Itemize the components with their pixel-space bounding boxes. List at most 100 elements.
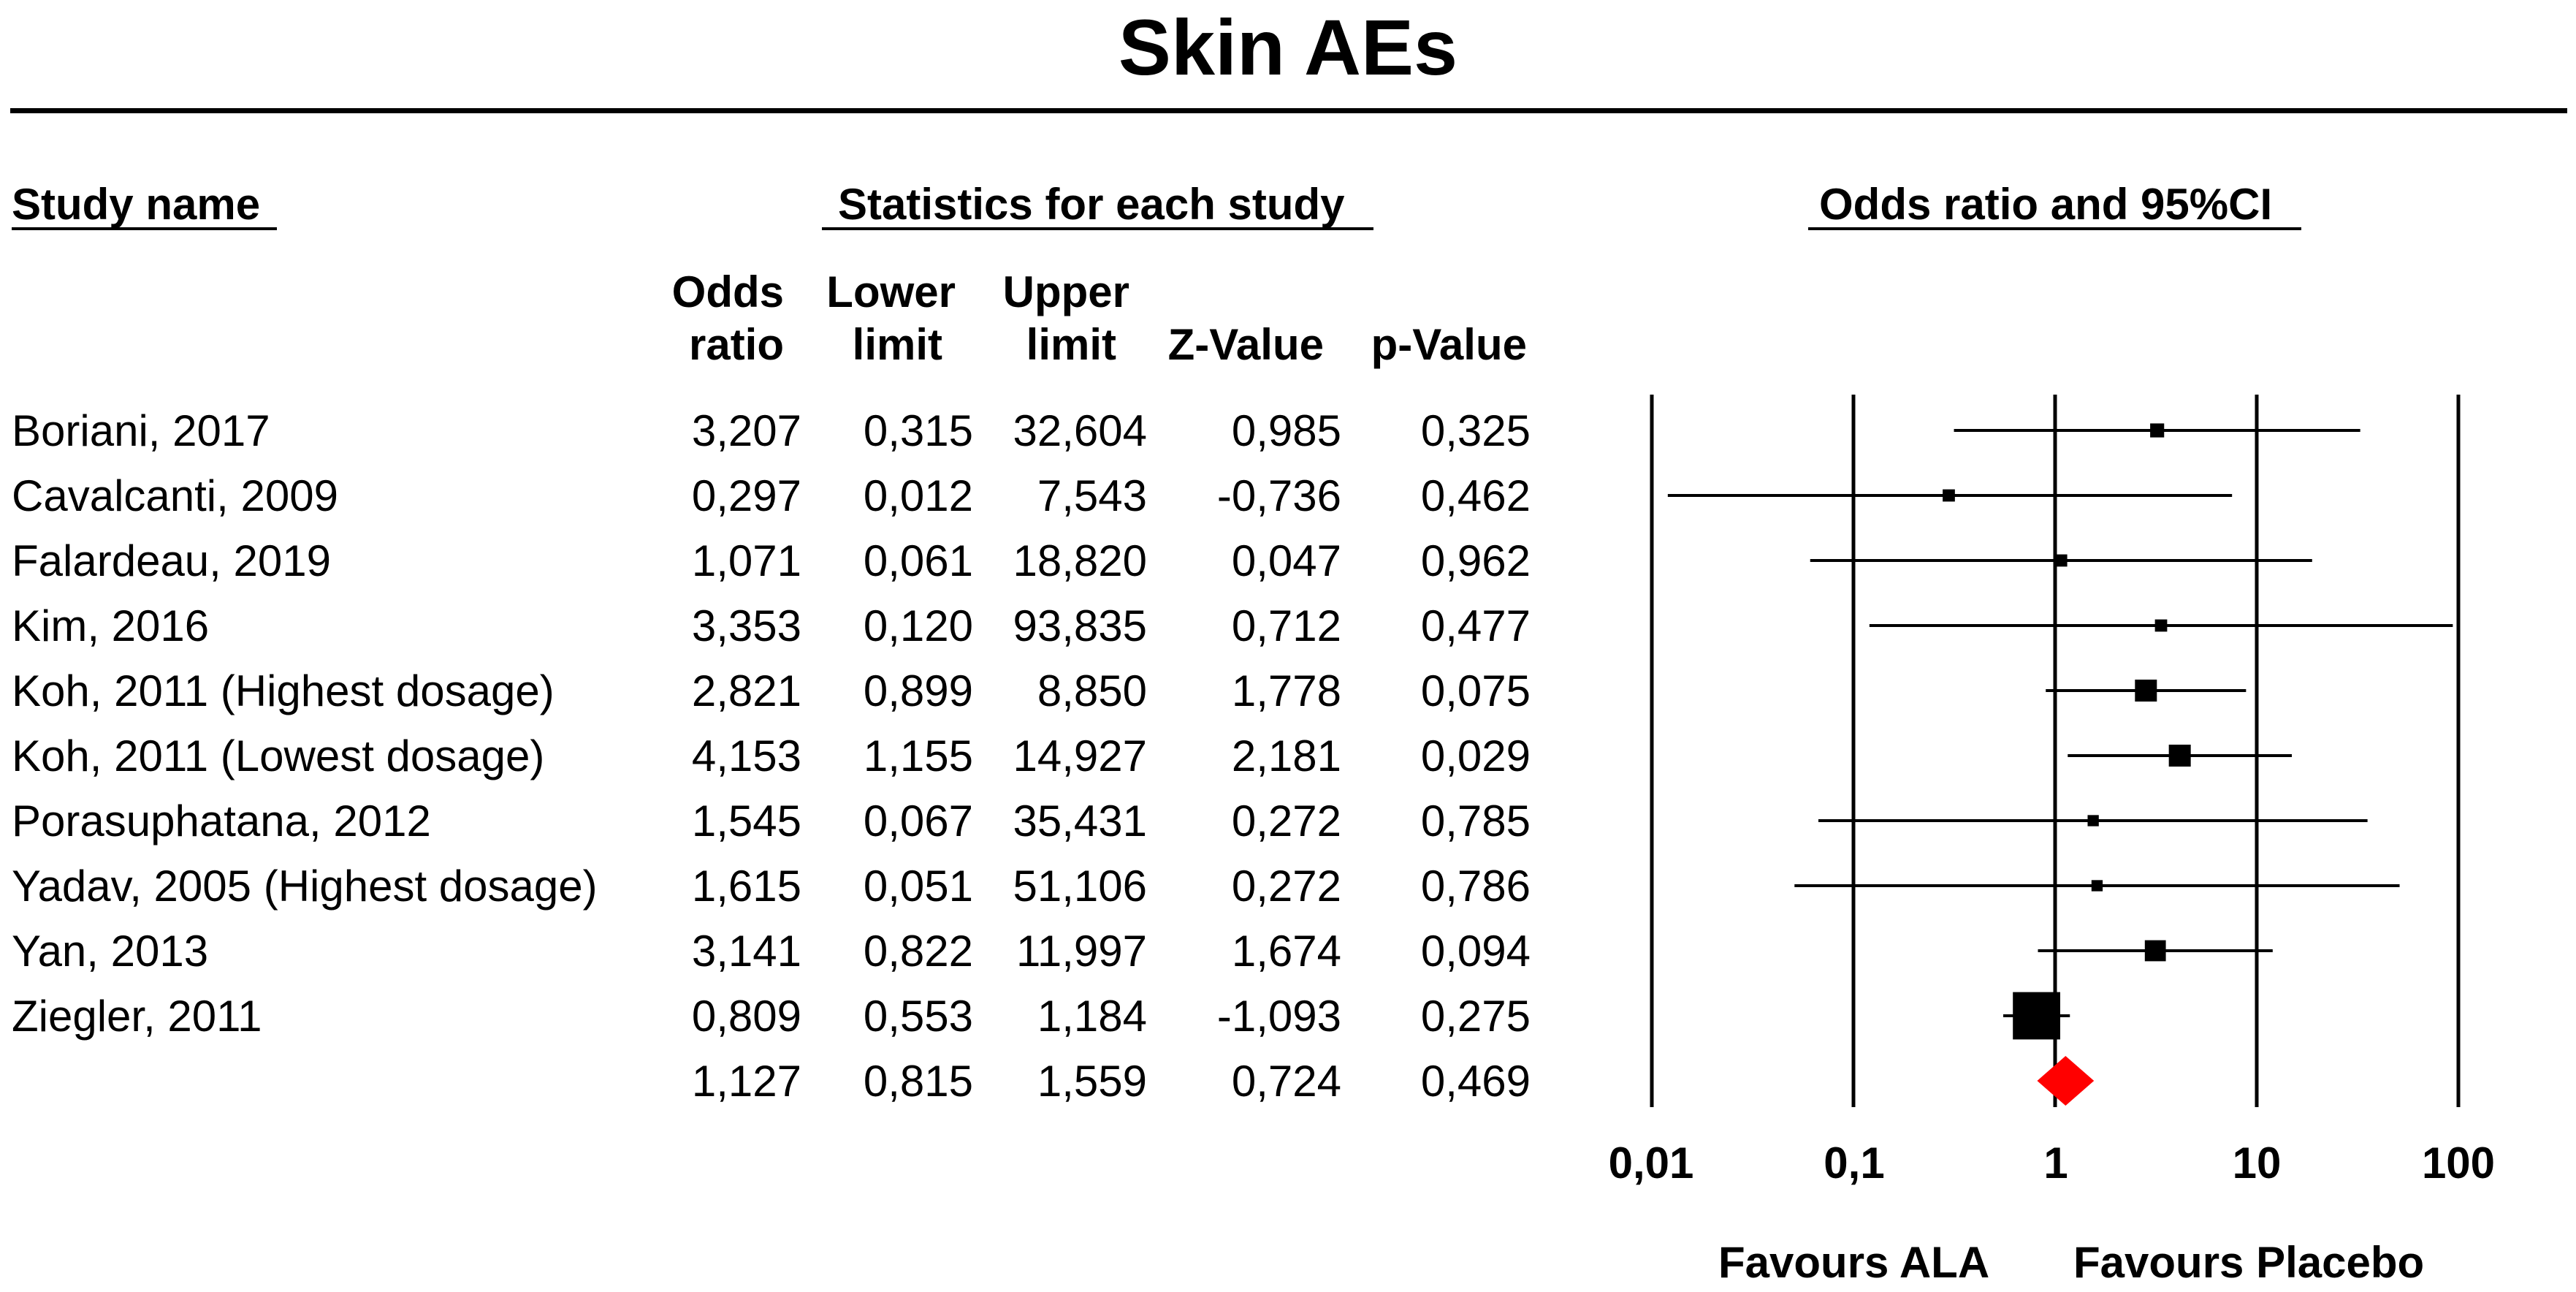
col-ul-line2: limit <box>1026 320 1116 369</box>
z-value: 2,181 <box>1231 732 1341 780</box>
point-estimate <box>2135 680 2157 702</box>
study-name: Yan, 2013 <box>12 927 209 976</box>
lower-limit: 0,899 <box>863 666 973 715</box>
summary-diamond <box>2037 1056 2095 1106</box>
summary-row: 1,127 0,815 1,559 0,724 0,469 <box>0 1049 1607 1114</box>
z-value: 0,724 <box>1231 1057 1341 1106</box>
table-row: Ziegler, 2011 0,809 0,553 1,184 -1,093 0… <box>0 984 1607 1049</box>
p-value: 0,325 <box>1420 406 1531 455</box>
upper-limit: 7,543 <box>1037 471 1147 520</box>
title-divider <box>10 108 2567 113</box>
upper-limit: 1,184 <box>1037 992 1147 1041</box>
table-row: Yan, 2013 3,141 0,822 11,997 1,674 0,094 <box>0 919 1607 984</box>
study-name: Falardeau, 2019 <box>12 536 331 585</box>
point-estimate <box>2013 992 2060 1040</box>
col-ll-line2: limit <box>852 320 942 369</box>
stats-underline <box>822 227 1373 230</box>
study-name: Porasuphatana, 2012 <box>12 797 431 846</box>
favours-left-label: Favours ALA <box>1718 1238 1990 1287</box>
lower-limit: 0,051 <box>863 862 973 911</box>
study-name: Ziegler, 2011 <box>12 992 262 1041</box>
upper-limit: 8,850 <box>1037 666 1147 715</box>
odds-ratio: 1,545 <box>691 797 801 846</box>
odds-ratio: 1,127 <box>691 1057 801 1106</box>
table-row: Koh, 2011 (Lowest dosage) 4,153 1,155 14… <box>0 723 1607 788</box>
tick-label: 0,01 <box>1608 1139 1694 1188</box>
point-estimate <box>2150 423 2165 438</box>
upper-limit: 32,604 <box>1013 406 1147 455</box>
table-row: Falardeau, 2019 1,071 0,061 18,820 0,047… <box>0 528 1607 593</box>
upper-limit: 18,820 <box>1013 536 1147 585</box>
p-value: 0,962 <box>1420 536 1531 585</box>
plot-header: Odds ratio and 95%CI <box>1819 180 2273 229</box>
p-value: 0,785 <box>1420 797 1531 846</box>
stats-header: Statistics for each study <box>838 180 1345 229</box>
tick-label: 1 <box>2043 1139 2068 1188</box>
point-estimate <box>2144 940 2166 962</box>
p-value: 0,469 <box>1420 1057 1531 1106</box>
odds-ratio: 2,821 <box>691 666 801 715</box>
z-value: 1,674 <box>1231 927 1341 976</box>
table-row: Porasuphatana, 2012 1,545 0,067 35,431 0… <box>0 788 1607 854</box>
odds-ratio: 3,141 <box>691 927 801 976</box>
lower-limit: 0,067 <box>863 797 973 846</box>
z-value: 0,712 <box>1231 601 1341 650</box>
table-row: Cavalcanti, 2009 0,297 0,012 7,543 -0,73… <box>0 463 1607 528</box>
z-value: -0,736 <box>1216 471 1341 520</box>
study-name: Koh, 2011 (Lowest dosage) <box>12 732 545 780</box>
study-name: Yadav, 2005 (Highest dosage) <box>12 862 598 911</box>
lower-limit: 0,822 <box>863 927 973 976</box>
point-estimate <box>2054 554 2068 567</box>
col-ul-line1: Upper <box>1002 267 1129 316</box>
point-estimate <box>2087 815 2099 826</box>
study-name: Koh, 2011 (Highest dosage) <box>12 666 555 715</box>
lower-limit: 0,315 <box>863 406 973 455</box>
odds-ratio: 3,353 <box>691 601 801 650</box>
odds-ratio: 0,297 <box>691 471 801 520</box>
point-estimate <box>1943 489 1955 502</box>
lower-limit: 0,061 <box>863 536 973 585</box>
odds-ratio: 1,071 <box>691 536 801 585</box>
point-estimate <box>2168 745 2191 767</box>
chart-title: Skin AEs <box>1118 3 1458 91</box>
z-value: 0,985 <box>1231 406 1341 455</box>
p-value: 0,029 <box>1420 732 1531 780</box>
lower-limit: 0,553 <box>863 992 973 1041</box>
odds-ratio: 3,207 <box>691 406 801 455</box>
point-estimate <box>2154 619 2168 632</box>
upper-limit: 1,559 <box>1037 1057 1147 1106</box>
p-value: 0,786 <box>1420 862 1531 911</box>
lower-limit: 0,012 <box>863 471 973 520</box>
z-value: -1,093 <box>1216 992 1341 1041</box>
table-row: Boriani, 2017 3,207 0,315 32,604 0,985 0… <box>0 398 1607 463</box>
col-or-line2: ratio <box>688 320 784 369</box>
study-name-header: Study name <box>12 180 261 229</box>
table-row: Yadav, 2005 (Highest dosage) 1,615 0,051… <box>0 854 1607 919</box>
p-value: 0,462 <box>1420 471 1531 520</box>
upper-limit: 93,835 <box>1013 601 1147 650</box>
study-name: Kim, 2016 <box>12 601 210 650</box>
tick-label: 100 <box>2421 1139 2496 1188</box>
p-value: 0,075 <box>1420 666 1531 715</box>
lower-limit: 0,815 <box>863 1057 973 1106</box>
odds-ratio: 4,153 <box>691 732 801 780</box>
col-ll-line1: Lower <box>826 267 956 316</box>
table-row: Koh, 2011 (Highest dosage) 2,821 0,899 8… <box>0 658 1607 723</box>
study-name: Cavalcanti, 2009 <box>12 471 338 520</box>
tick-label: 0,1 <box>1824 1139 1885 1188</box>
odds-ratio: 1,615 <box>691 862 801 911</box>
tick-label: 10 <box>2232 1139 2282 1188</box>
plot-underline <box>1808 227 2301 230</box>
z-value: 0,047 <box>1231 536 1341 585</box>
upper-limit: 11,997 <box>1015 927 1147 976</box>
p-value: 0,275 <box>1420 992 1531 1041</box>
z-value: 1,778 <box>1231 666 1341 715</box>
table-row: Kim, 2016 3,353 0,120 93,835 0,712 0,477 <box>0 593 1607 658</box>
lower-limit: 0,120 <box>863 601 973 650</box>
col-z: Z-Value <box>1167 320 1324 369</box>
odds-ratio: 0,809 <box>691 992 801 1041</box>
p-value: 0,094 <box>1420 927 1531 976</box>
col-or-line1: Odds <box>671 267 784 316</box>
lower-limit: 1,155 <box>863 732 973 780</box>
study-name: Boriani, 2017 <box>12 406 270 455</box>
